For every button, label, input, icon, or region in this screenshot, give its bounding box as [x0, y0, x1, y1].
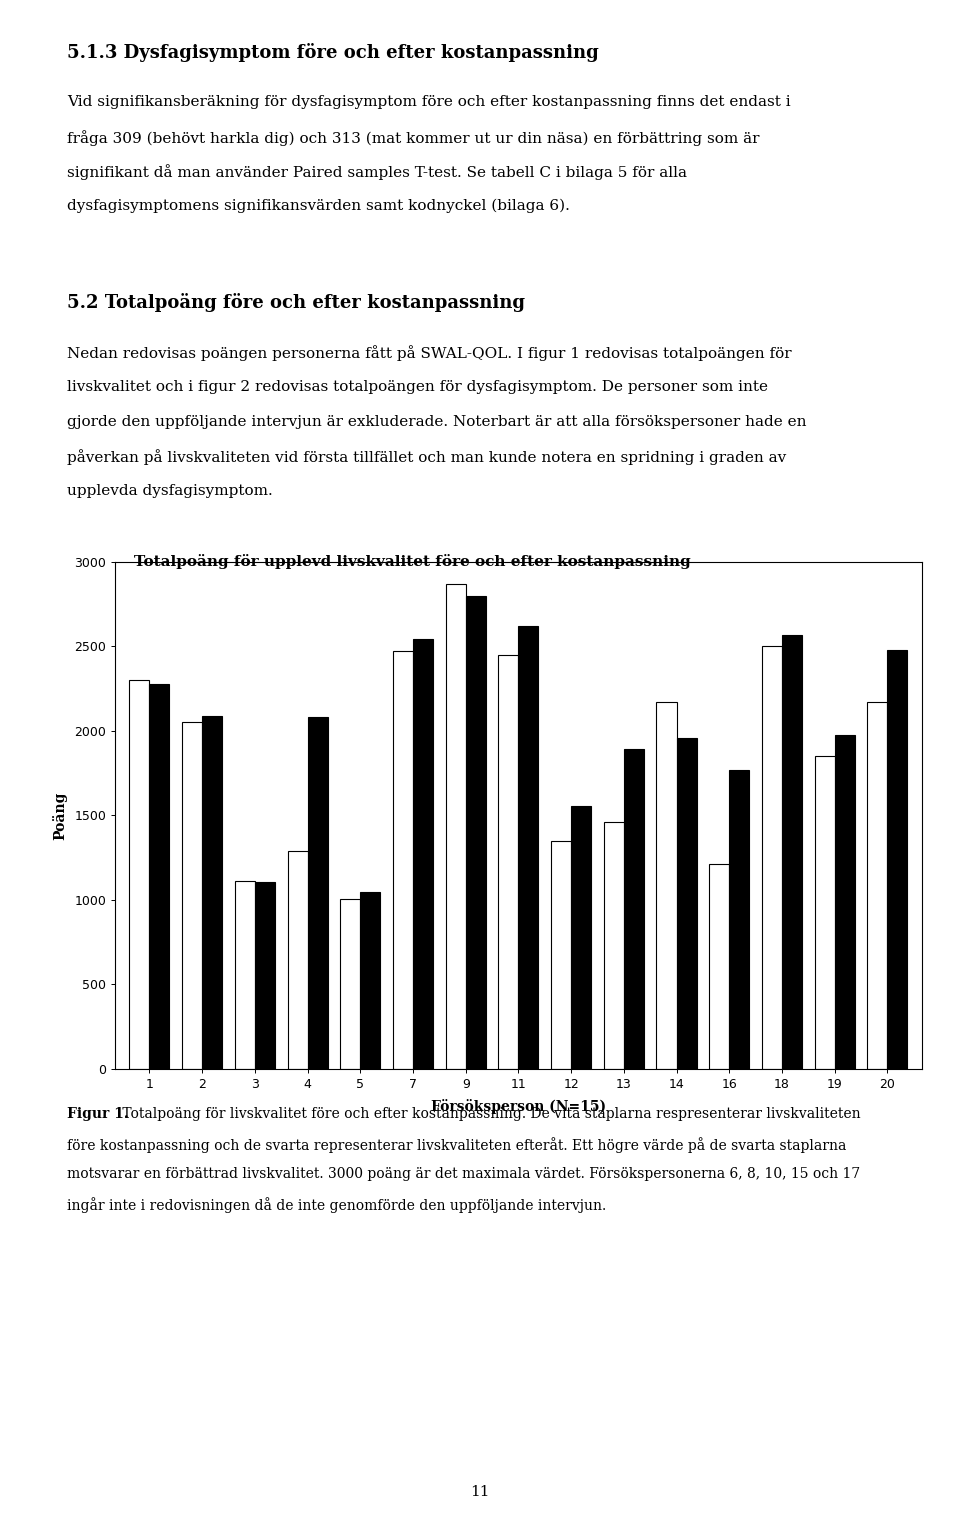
Text: gjorde den uppföljande intervjun är exkluderade. Noterbart är att alla försökspe: gjorde den uppföljande intervjun är exkl… [67, 415, 806, 429]
Bar [498, 655, 518, 1068]
Bar [887, 650, 907, 1068]
Bar [730, 770, 749, 1068]
Text: 5.2 Totalpoäng före och efter kostanpassning: 5.2 Totalpoäng före och efter kostanpass… [67, 294, 525, 312]
Bar [815, 756, 834, 1068]
Bar [360, 893, 380, 1068]
Bar [709, 864, 730, 1068]
Text: livskvalitet och i figur 2 redovisas totalpoängen för dysfagisymptom. De persone: livskvalitet och i figur 2 redovisas tot… [67, 380, 768, 393]
Bar [571, 805, 591, 1068]
Bar [518, 626, 539, 1068]
Bar [782, 635, 802, 1068]
Bar [235, 881, 254, 1068]
Text: ingår inte i redovisningen då de inte genomförde den uppföljande intervjun.: ingår inte i redovisningen då de inte ge… [67, 1197, 607, 1213]
Text: dysfagisymptomens signifikansvärden samt kodnyckel (bilaga 6).: dysfagisymptomens signifikansvärden samt… [67, 200, 570, 214]
Bar [604, 822, 624, 1068]
Text: motsvarar en förbättrad livskvalitet. 3000 poäng är det maximala värdet. Försöks: motsvarar en förbättrad livskvalitet. 30… [67, 1167, 860, 1182]
Bar [445, 584, 466, 1068]
Bar [182, 722, 203, 1068]
Text: signifikant då man använder Paired samples T-test. Se tabell C i bilaga 5 för al: signifikant då man använder Paired sampl… [67, 164, 687, 180]
Bar [288, 851, 307, 1068]
Text: Figur 1.: Figur 1. [67, 1107, 129, 1122]
Bar [393, 652, 413, 1068]
Bar [657, 702, 677, 1068]
Bar [203, 716, 222, 1068]
Bar [130, 679, 150, 1068]
Text: fråga 309 (behövt harkla dig) och 313 (mat kommer ut ur din näsa) en förbättring: fråga 309 (behövt harkla dig) och 313 (m… [67, 131, 759, 146]
Bar [150, 684, 170, 1068]
Bar [677, 738, 697, 1068]
Bar [624, 750, 644, 1068]
Text: Nedan redovisas poängen personerna fått på SWAL-QOL. I figur 1 redovisas totalpo: Nedan redovisas poängen personerna fått … [67, 346, 792, 361]
Bar [551, 841, 571, 1068]
Bar [307, 718, 327, 1068]
Text: 5.1.3 Dysfagisymptom före och efter kostanpassning: 5.1.3 Dysfagisymptom före och efter kost… [67, 43, 599, 61]
Text: upplevda dysfagisymptom.: upplevda dysfagisymptom. [67, 484, 273, 498]
Text: Totalpoäng för livskvalitet före och efter kostanpassning. De vita staplarna res: Totalpoäng för livskvalitet före och eft… [118, 1107, 861, 1122]
Text: Vid signifikansberäkning för dysfagisymptom före och efter kostanpassning finns : Vid signifikansberäkning för dysfagisymp… [67, 95, 791, 109]
Bar [254, 882, 275, 1068]
Text: påverkan på livskvaliteten vid första tillfället och man kunde notera en spridni: påverkan på livskvaliteten vid första ti… [67, 449, 786, 466]
Text: 11: 11 [470, 1485, 490, 1499]
Y-axis label: Poäng: Poäng [53, 792, 67, 839]
Text: Totalpoäng för upplevd livskvalitet före och efter kostanpassning: Totalpoäng för upplevd livskvalitet före… [134, 553, 691, 569]
Bar [867, 702, 887, 1068]
X-axis label: Försöksperson (N=15): Försöksperson (N=15) [431, 1099, 606, 1114]
Text: före kostanpassning och de svarta representerar livskvaliteten efteråt. Ett högr: före kostanpassning och de svarta repres… [67, 1137, 847, 1153]
Bar [834, 735, 854, 1068]
Bar [762, 646, 782, 1068]
Bar [413, 639, 433, 1068]
Bar [466, 595, 486, 1068]
Bar [340, 899, 360, 1068]
